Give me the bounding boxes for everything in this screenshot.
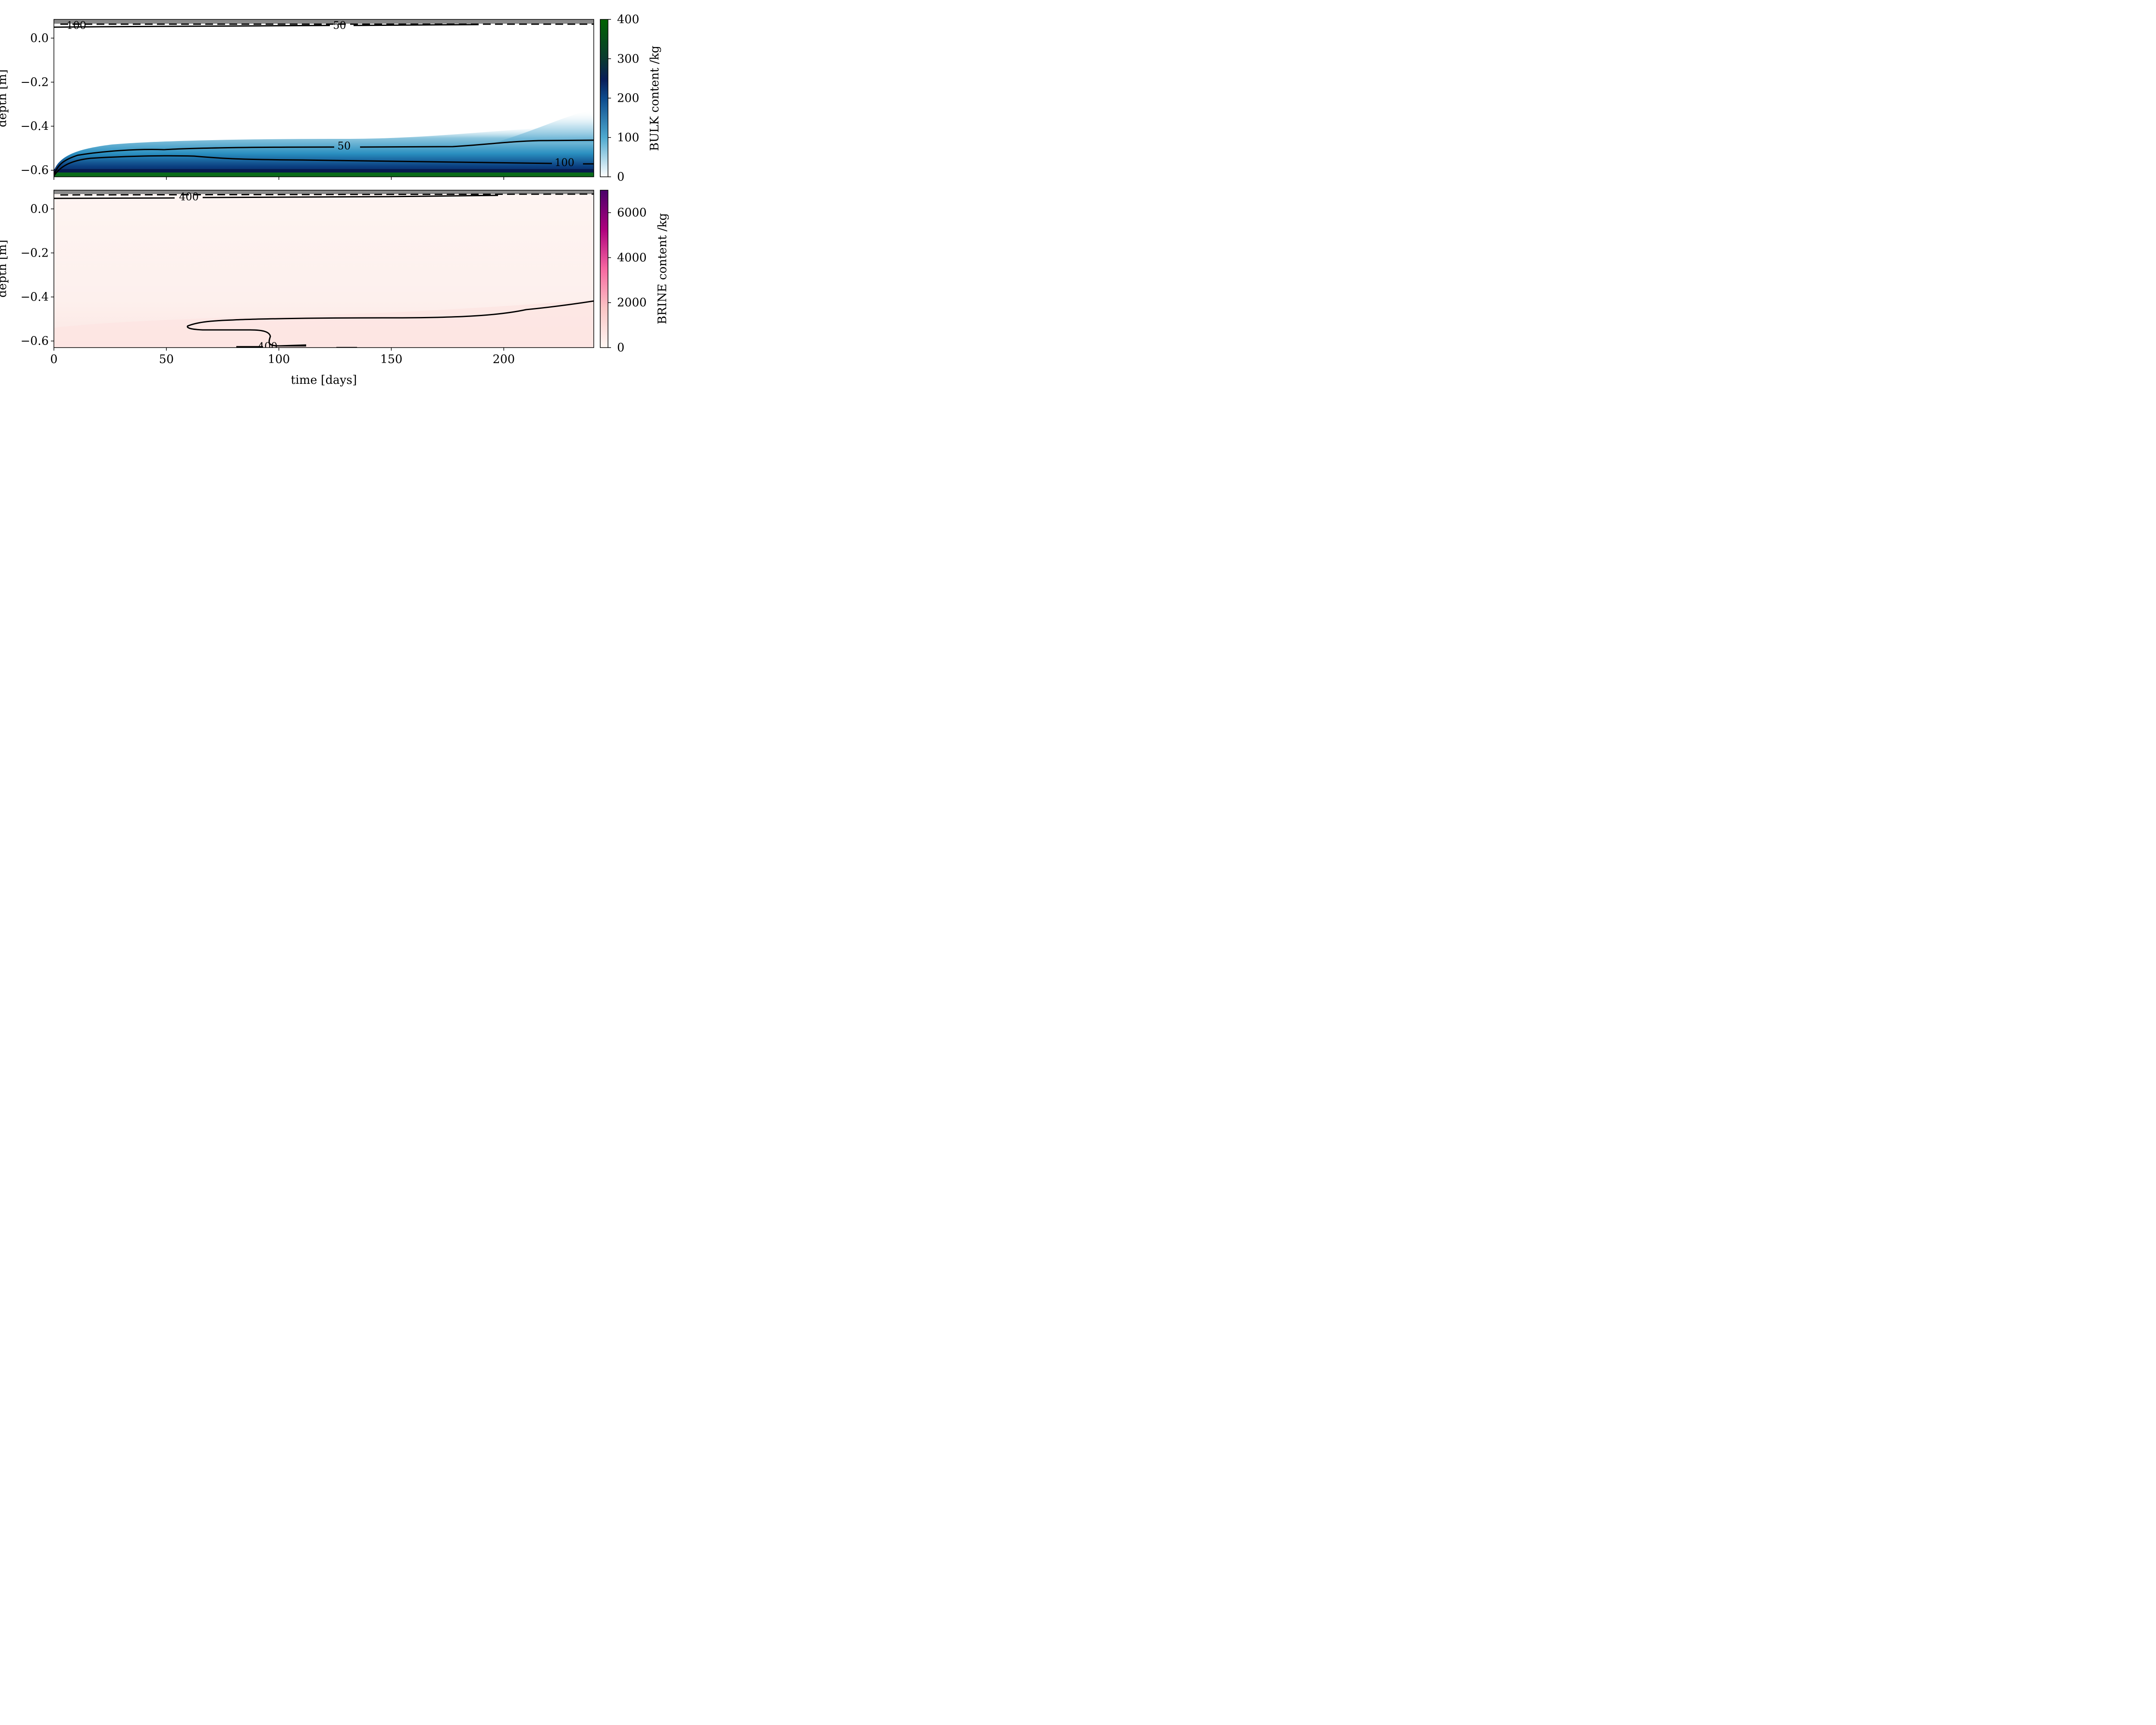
brine-colorbar-tick-label: 6000 xyxy=(617,206,647,220)
brine-surface-band xyxy=(54,190,594,194)
brine-colorbar xyxy=(600,190,608,348)
bulk-colorbar-label: BULK content /kg xyxy=(648,46,661,151)
bulk-colorbar-tick-label: 0 xyxy=(617,170,624,184)
bulk-contour-label: 50 xyxy=(333,19,346,31)
bulk-green-band xyxy=(54,172,594,177)
bulk-heatmap-field: 100 50 50 100 xyxy=(54,19,594,177)
brine-colorbar-tick-label: 2000 xyxy=(617,296,647,310)
brine-ytick-label: −0.2 xyxy=(20,246,49,260)
bulk-colorbar-tick-label: 100 xyxy=(617,131,639,144)
bulk-contour-upper-solid xyxy=(54,25,330,28)
bulk-contour-label: 100 xyxy=(66,19,86,31)
bulk-contour-label: 50 xyxy=(338,140,351,152)
brine-ylabel: depth [m] xyxy=(0,240,9,298)
brine-ytick-label: 0.0 xyxy=(30,202,49,216)
brine-xtick-label: 100 xyxy=(268,353,290,366)
brine-colorbar-label: BRINE content /kg xyxy=(656,213,669,324)
brine-colorbar-tick-label: 4000 xyxy=(617,251,647,264)
brine-xtick-label: 50 xyxy=(159,353,174,366)
bulk-colorbar-tick-label: 300 xyxy=(617,52,639,66)
bulk-panel: 100 50 50 100 −0.6 −0.4 −0.2 0.0 depth [m] 0 10… xyxy=(0,13,661,184)
bulk-ytick-label: 0.0 xyxy=(30,31,49,45)
brine-contour-400 xyxy=(187,300,594,347)
brine-xtick-label: 0 xyxy=(50,353,57,366)
brine-contour-upper-solid-2 xyxy=(202,194,498,198)
bulk-contour-50 xyxy=(54,146,335,175)
bulk-right-diffuse xyxy=(496,110,594,142)
bulk-ylabel: depth [m] xyxy=(0,69,9,127)
bulk-contour-label: 100 xyxy=(555,157,574,169)
bulk-plot-frame xyxy=(53,19,594,177)
brine-panel: 400 400 −0.6 −0.4 −0.2 0.0 0 50 100 150 200 dept… xyxy=(0,190,669,386)
brine-contour-label: 400 xyxy=(179,191,199,203)
brine-ytick-label: −0.4 xyxy=(20,291,49,304)
bulk-bottom-layer xyxy=(54,125,594,177)
bulk-ytick-label: −0.6 xyxy=(20,164,49,177)
brine-ytick-label: −0.6 xyxy=(20,335,49,348)
brine-plot-frame xyxy=(53,190,594,348)
bulk-ytick-label: −0.2 xyxy=(20,75,49,89)
brine-xtick-label: 200 xyxy=(493,353,515,366)
bulk-colorbar-tick-label: 200 xyxy=(617,92,639,105)
brine-xlabel: time [days] xyxy=(291,373,357,386)
brine-contour-label: 400 xyxy=(258,340,278,352)
bulk-colorbar xyxy=(600,19,608,177)
brine-colorbar-tick-label: 0 xyxy=(617,341,624,354)
bulk-contour-50-right xyxy=(360,139,594,148)
brine-contour-dashed xyxy=(60,193,594,196)
bulk-contour-100 xyxy=(54,155,552,176)
brine-lower-shade xyxy=(54,300,594,348)
bulk-colorbar-tick-label: 400 xyxy=(617,13,639,26)
figure: 100 50 50 100 −0.6 −0.4 −0.2 0.0 depth [m] 0 10… xyxy=(0,13,669,386)
brine-contour-400-bottom xyxy=(236,344,357,348)
bulk-surface-band xyxy=(54,19,594,24)
brine-heatmap-field: 400 400 xyxy=(54,190,594,352)
bulk-ytick-label: −0.4 xyxy=(20,120,49,133)
brine-xtick-label: 150 xyxy=(380,353,403,366)
